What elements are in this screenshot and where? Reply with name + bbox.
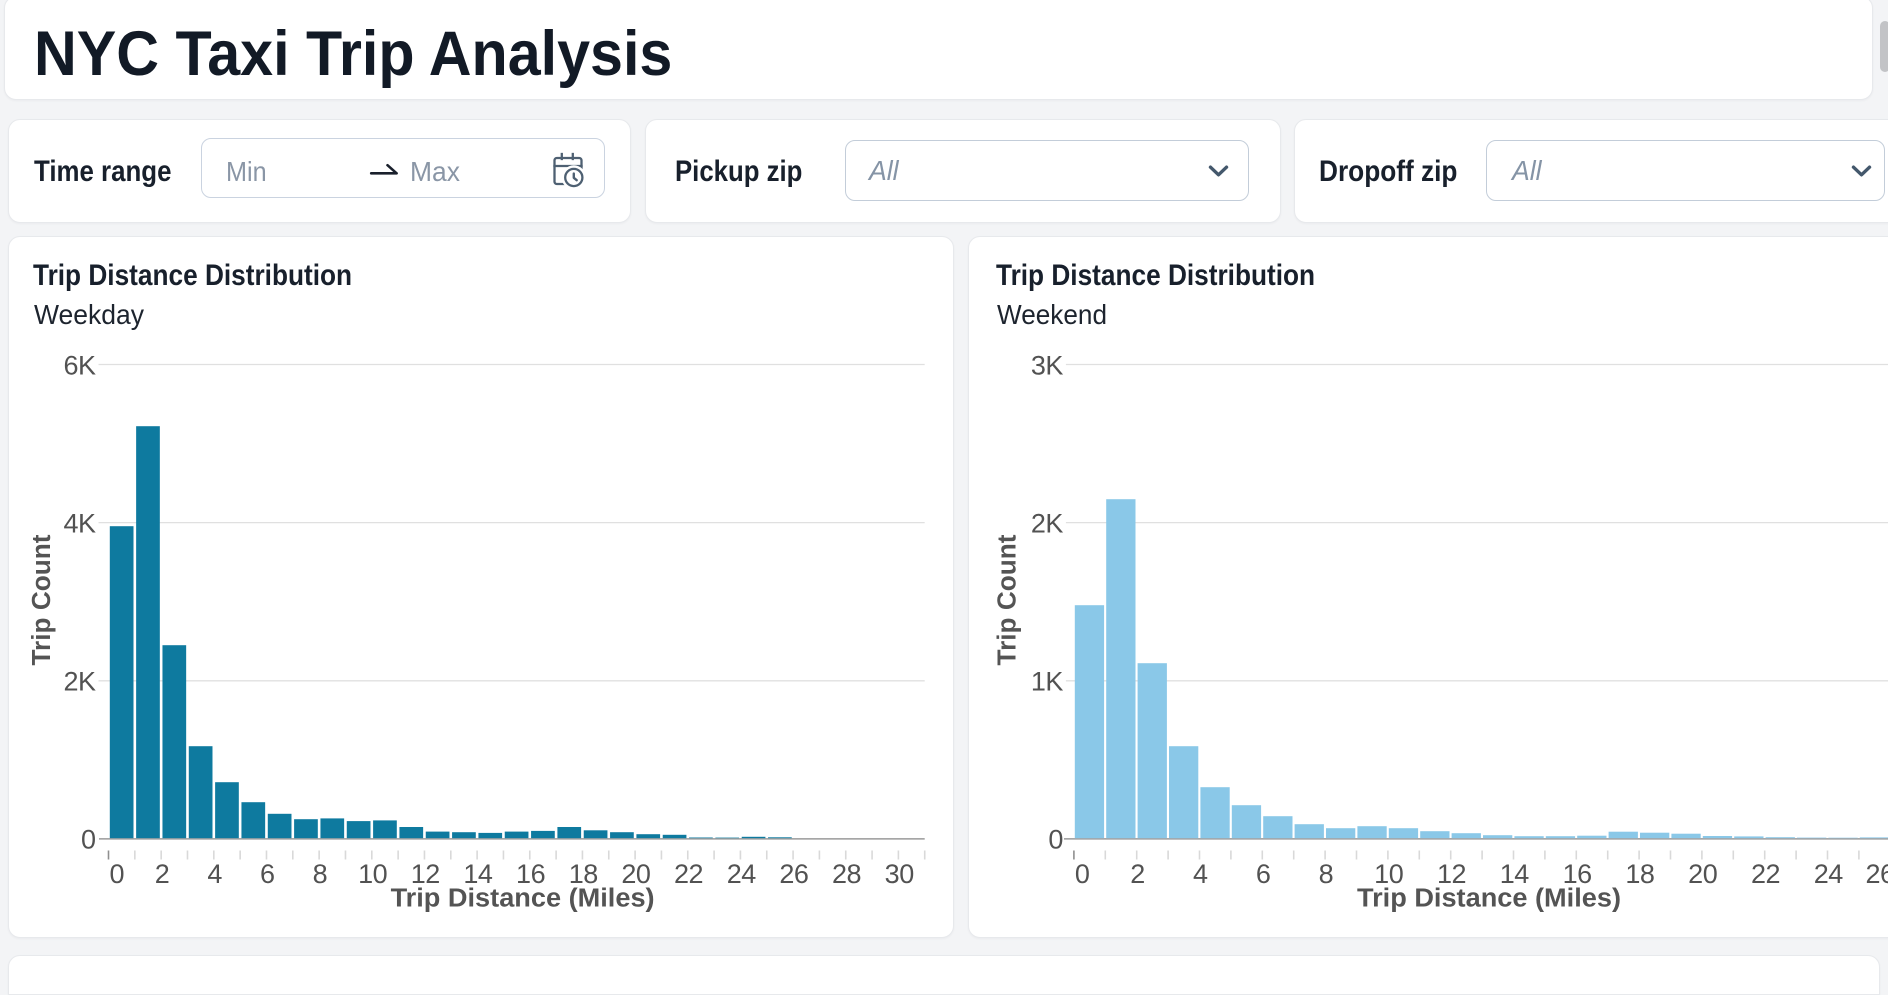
svg-text:0: 0	[1075, 859, 1090, 889]
svg-text:12: 12	[411, 859, 440, 889]
svg-text:18: 18	[569, 859, 598, 889]
svg-text:0: 0	[110, 859, 125, 889]
svg-text:20: 20	[1688, 859, 1717, 889]
svg-text:3K: 3K	[1031, 350, 1064, 380]
svg-text:2: 2	[155, 859, 170, 889]
svg-text:6K: 6K	[63, 350, 96, 380]
svg-text:24: 24	[1814, 859, 1844, 889]
svg-text:Trip Distance (Miles): Trip Distance (Miles)	[1357, 885, 1621, 913]
svg-text:22: 22	[1751, 859, 1780, 889]
svg-text:0: 0	[1048, 825, 1063, 855]
svg-text:1K: 1K	[1031, 667, 1064, 697]
svg-text:Trip Count: Trip Count	[28, 534, 56, 666]
svg-text:14: 14	[1500, 859, 1530, 889]
svg-text:8: 8	[313, 859, 328, 889]
svg-text:14: 14	[463, 859, 493, 889]
svg-text:Trip Distance (Miles): Trip Distance (Miles)	[391, 885, 655, 913]
svg-text:4: 4	[1193, 859, 1208, 889]
svg-text:16: 16	[1563, 859, 1592, 889]
svg-text:16: 16	[516, 859, 545, 889]
svg-text:2K: 2K	[63, 667, 96, 697]
svg-text:24: 24	[727, 859, 757, 889]
svg-text:2: 2	[1130, 859, 1145, 889]
svg-text:22: 22	[674, 859, 703, 889]
svg-text:18: 18	[1625, 859, 1654, 889]
svg-text:Trip Count: Trip Count	[993, 534, 1021, 666]
svg-text:26: 26	[1865, 859, 1888, 889]
svg-text:10: 10	[1374, 859, 1403, 889]
svg-text:4K: 4K	[63, 508, 96, 538]
svg-text:0: 0	[81, 825, 96, 855]
svg-text:8: 8	[1319, 859, 1334, 889]
svg-text:20: 20	[621, 859, 650, 889]
svg-text:28: 28	[832, 859, 861, 889]
svg-text:2K: 2K	[1031, 508, 1064, 538]
svg-text:30: 30	[885, 859, 914, 889]
svg-text:12: 12	[1437, 859, 1466, 889]
svg-text:26: 26	[779, 859, 808, 889]
svg-text:6: 6	[260, 859, 275, 889]
svg-text:6: 6	[1256, 859, 1271, 889]
svg-text:10: 10	[358, 859, 387, 889]
svg-text:4: 4	[207, 859, 222, 889]
